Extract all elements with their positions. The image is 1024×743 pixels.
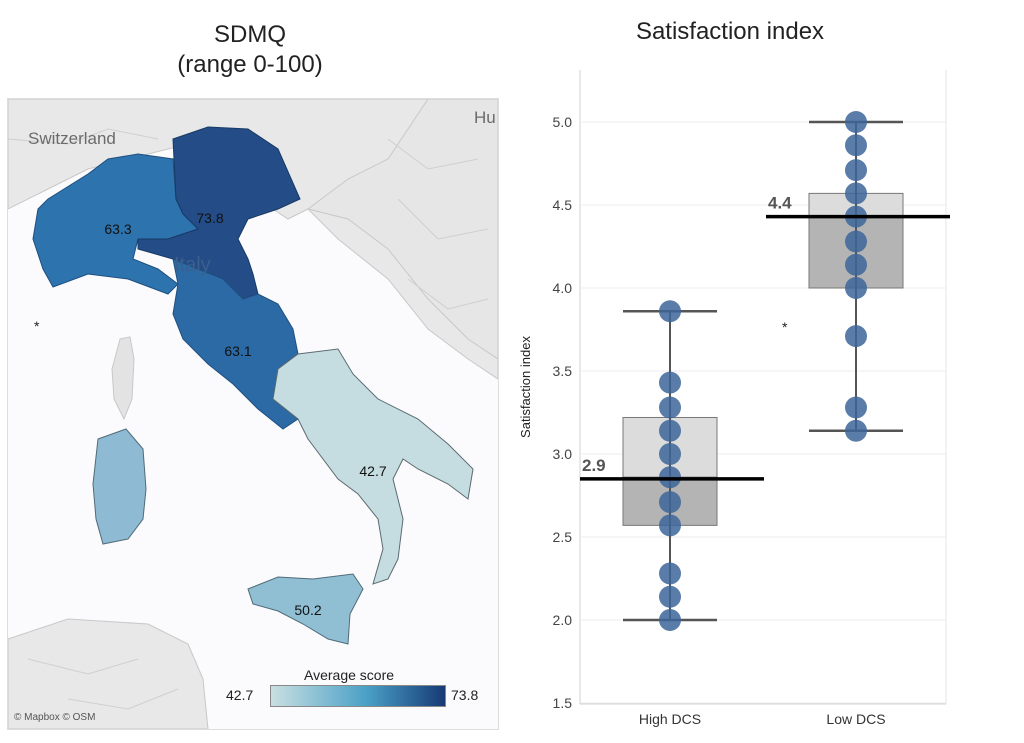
region-south[interactable]	[272, 348, 474, 585]
y-tick-label: 2.5	[553, 529, 573, 545]
y-tick-label: 1.5	[553, 695, 573, 711]
data-point	[659, 609, 681, 631]
legend-title: Average score	[304, 667, 395, 683]
country-label-hungary: Hu	[474, 108, 496, 127]
data-point	[659, 562, 681, 585]
map-title: SDMQ (range 0-100)	[100, 20, 400, 80]
data-point	[659, 371, 681, 394]
data-point	[659, 514, 681, 537]
y-tick-label: 4.5	[553, 197, 573, 213]
chart-title: Satisfaction index	[635, 18, 825, 45]
region-north-west[interactable]	[32, 153, 199, 295]
data-point	[845, 253, 867, 276]
y-tick-label: 3.5	[553, 363, 573, 379]
region-label-islands: 50.2	[294, 602, 321, 618]
country-label-switzerland: Switzerland	[28, 129, 116, 148]
country-label-italy: Italy	[174, 254, 211, 276]
map-title-line1: SDMQ	[214, 21, 286, 48]
y-tick-label: 5.0	[553, 114, 573, 130]
data-point	[659, 491, 681, 514]
data-point	[659, 396, 681, 419]
y-tick-label: 4.0	[553, 280, 573, 296]
region-label-north-west: 63.3	[104, 221, 131, 237]
data-point	[845, 277, 867, 299]
mean-label: 4.4	[768, 194, 792, 213]
data-point	[845, 230, 867, 253]
land-africa	[8, 618, 209, 729]
y-tick-label: 3.0	[553, 446, 573, 462]
region-sardinia[interactable]	[92, 428, 147, 545]
data-point	[659, 585, 681, 608]
region-label-south: 42.7	[359, 463, 386, 479]
italy-map: 63.3 73.8 63.1 42.7 50.2 Switzerland Ita…	[8, 99, 498, 729]
y-tick-label: 2.0	[553, 612, 573, 628]
satisfaction-chart: 1.5 2.0 2.5 3.0 3.5 4.0 4.5 5.0 Satisfaction ind…	[518, 70, 950, 727]
data-point	[845, 396, 867, 419]
data-point	[845, 182, 867, 205]
region-label-north-east: 73.8	[196, 210, 223, 226]
data-point	[659, 300, 681, 323]
x-tick-label: Low DCS	[826, 711, 885, 727]
region-label-centre: 63.1	[224, 343, 251, 359]
mean-label: 2.9	[582, 456, 606, 475]
map-title-line2: (range 0-100)	[177, 51, 323, 78]
region-sicily[interactable]	[247, 573, 364, 645]
data-point	[659, 419, 681, 442]
data-point	[845, 159, 867, 182]
data-point	[845, 325, 867, 348]
map-significance-star: *	[34, 318, 40, 334]
data-point	[659, 443, 681, 465]
map-panel[interactable]: 63.3 73.8 63.1 42.7 50.2 Switzerland Ita…	[7, 98, 499, 730]
legend-max-value: 73.8	[451, 687, 479, 703]
y-axis-label: Satisfaction index	[518, 336, 533, 438]
legend-color-bar	[270, 685, 446, 707]
map-attribution[interactable]: © Mapbox © OSM	[14, 712, 96, 723]
legend-min-value: 42.7	[226, 687, 254, 703]
land-corsica	[111, 336, 135, 421]
x-tick-label: High DCS	[639, 711, 701, 727]
data-point	[845, 111, 867, 133]
data-point	[845, 134, 867, 157]
data-point	[845, 419, 867, 442]
significance-star: *	[782, 319, 788, 335]
